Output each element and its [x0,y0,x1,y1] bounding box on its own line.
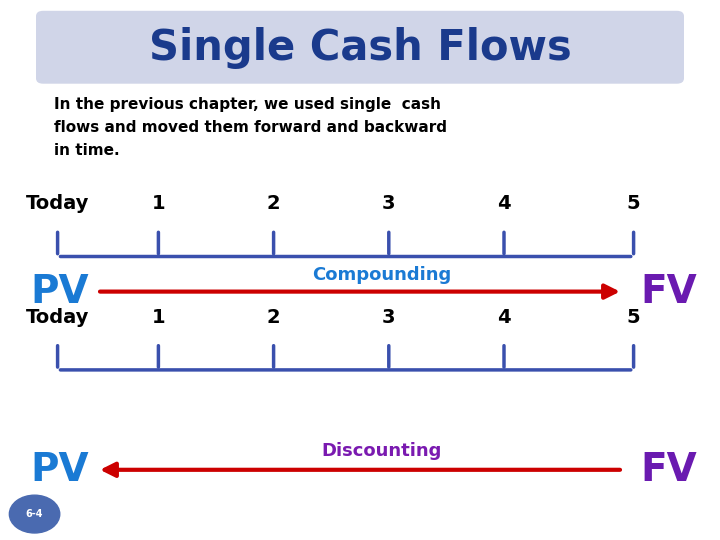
Text: flows and moved them forward and backward: flows and moved them forward and backwar… [54,120,447,135]
Text: Today: Today [26,194,89,213]
Text: 3: 3 [382,194,395,213]
Text: 5: 5 [627,194,640,213]
Text: 3: 3 [382,308,395,327]
Text: In the previous chapter, we used single  cash: In the previous chapter, we used single … [54,97,441,112]
Text: PV: PV [30,273,89,310]
Text: 4: 4 [498,194,510,213]
Text: in time.: in time. [54,143,120,158]
Text: 2: 2 [267,194,280,213]
Text: 1: 1 [152,194,165,213]
Text: 2: 2 [267,308,280,327]
Text: Compounding: Compounding [312,266,451,285]
Text: FV: FV [641,273,698,310]
Text: 4: 4 [498,308,510,327]
Text: Today: Today [26,308,89,327]
Text: FV: FV [641,451,698,489]
Text: PV: PV [30,451,89,489]
Text: 6-4: 6-4 [26,509,43,519]
Text: Discounting: Discounting [321,442,442,460]
Text: 1: 1 [152,308,165,327]
Text: 5: 5 [627,308,640,327]
Text: Single Cash Flows: Single Cash Flows [148,26,572,69]
